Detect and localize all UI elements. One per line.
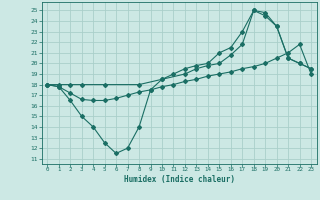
X-axis label: Humidex (Indice chaleur): Humidex (Indice chaleur)	[124, 175, 235, 184]
